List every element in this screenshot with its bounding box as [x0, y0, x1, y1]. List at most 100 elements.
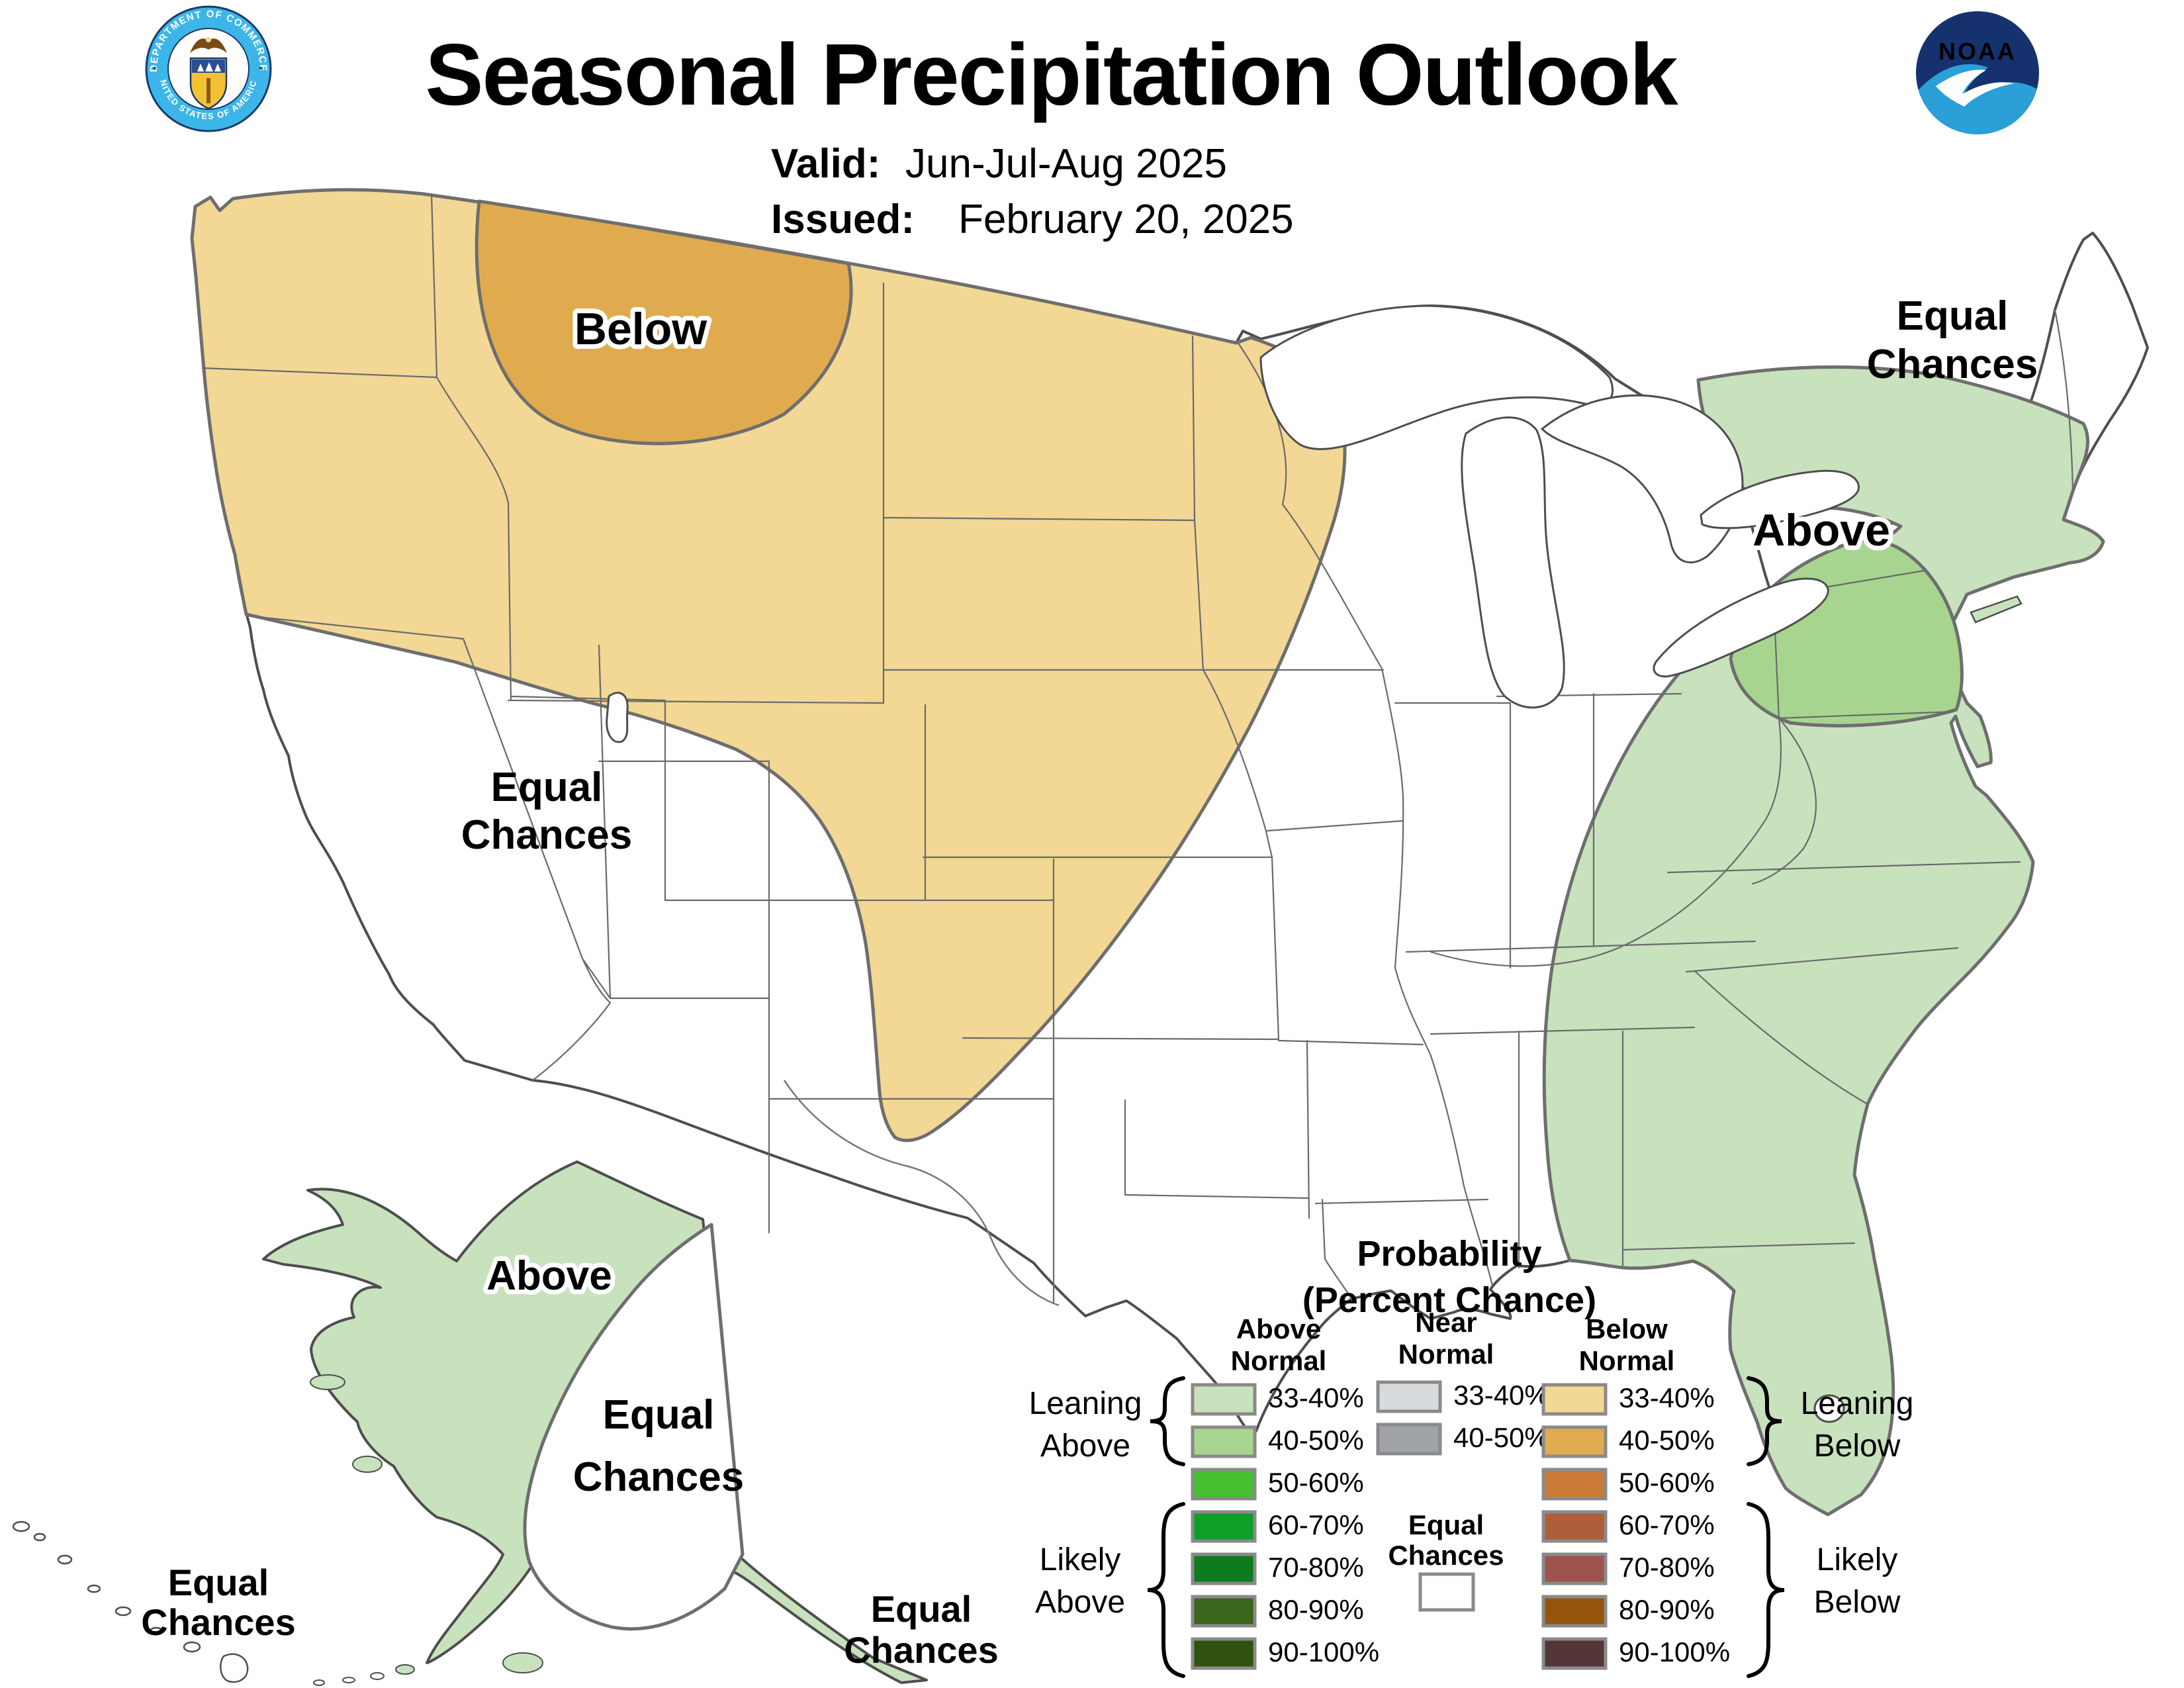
commerce-seal-icon: DEPARTMENT OF COMMERCE UNITED STATES OF …: [0, 0, 272, 132]
legend-above-column: [1191, 1383, 1257, 1670]
legend-swatch-above-80-90: [1191, 1595, 1257, 1628]
legend-swatch-below-33-40: [1541, 1383, 1608, 1416]
seal-ship-sails: [197, 62, 221, 71]
legend-swatch-near-33-40: [1376, 1380, 1442, 1413]
noaa-text: NOAA: [1938, 38, 2017, 65]
pct-below-3: 60-70%: [1619, 1509, 1715, 1540]
legend-col-above-line1: Above: [1236, 1313, 1321, 1344]
legend-leaning-above-line1: Leaning: [1029, 1386, 1142, 1421]
legend-col-below-line2: Normal: [1579, 1345, 1675, 1376]
region-below-33-40: [190, 188, 1347, 1143]
legend-swatch-below-50-60: [1541, 1468, 1608, 1501]
legend-ec-line1: Equal: [1408, 1509, 1484, 1540]
valid-value: Jun-Jul-Aug 2025: [905, 141, 1227, 187]
nunivak-island: [352, 1456, 383, 1473]
pct-below-2: 50-60%: [1619, 1467, 1715, 1498]
pct-above-5: 80-90%: [1268, 1594, 1364, 1625]
page-title: Seasonal Precipitation Outlook: [425, 26, 1678, 123]
aleutian-islands: [313, 1664, 415, 1686]
legend-swatch-below-40-50: [1541, 1425, 1608, 1458]
legend-swatch-below-80-90: [1541, 1595, 1608, 1628]
legend-title: Probability: [1357, 1234, 1541, 1274]
pct-above-3: 60-70%: [1268, 1509, 1364, 1540]
noaa-logo-icon: NOAA: [1916, 11, 2039, 134]
seal-eagle-head: [206, 37, 211, 42]
legend-swatch-near-40-50: [1376, 1423, 1442, 1456]
pct-below-5: 80-90%: [1619, 1594, 1715, 1625]
legend-above-pcts: 33-40% 40-50% 50-60% 60-70% 70-80% 80-90…: [1268, 1382, 1379, 1667]
label-below: Below: [574, 304, 707, 354]
legend-below-column: [1541, 1383, 1608, 1670]
legend-swatch-above-60-70: [1191, 1510, 1257, 1543]
brace-leaning-above: [1150, 1376, 1185, 1466]
pct-above-6: 90-100%: [1268, 1636, 1379, 1667]
region-below-40-50: [475, 199, 853, 445]
label-alaska-se-ec-line2: Chances: [844, 1629, 998, 1671]
map-labels: Below Equal Chances Above Equal Chances …: [141, 293, 2038, 1671]
label-ec-northeast-line1: Equal: [1897, 293, 2009, 339]
legend-col-above-line2: Normal: [1231, 1345, 1327, 1376]
legend-swatch-above-33-40: [1191, 1383, 1257, 1416]
conus-map: [190, 188, 2149, 1517]
st-lawrence-island: [310, 1374, 345, 1390]
legend-swatch-below-90-100: [1541, 1637, 1608, 1670]
label-alaska-se-ec-line1: Equal: [871, 1588, 972, 1630]
legend-likely-below-line1: Likely: [1817, 1542, 1898, 1577]
label-alaska-ec-line1: Equal: [603, 1392, 715, 1438]
legend-swatch-below-60-70: [1541, 1510, 1608, 1543]
pct-below-6: 90-100%: [1619, 1636, 1730, 1667]
noaa-gull-icon: [1936, 70, 2014, 107]
legend-likely-below-line2: Below: [1814, 1585, 1901, 1620]
long-island: [1970, 595, 2023, 624]
legend-col-near-line2: Normal: [1398, 1338, 1494, 1370]
lake-ontario: [1700, 469, 1860, 530]
legend-col-below-line1: Below: [1586, 1313, 1668, 1344]
legend-subtitle: (Percent Chance): [1302, 1280, 1596, 1320]
pct-near-0: 33-40%: [1453, 1380, 1549, 1411]
alaska-map: [262, 1080, 1060, 1686]
seal-star-left-icon: *: [153, 64, 157, 75]
canada-coast: [783, 1080, 1060, 1307]
legend-col-near-line1: Near: [1415, 1307, 1477, 1338]
legend-leaning-below-line1: Leaning: [1801, 1386, 1914, 1421]
lake-okeechobee: [1813, 1394, 1845, 1423]
label-aleutians-ec-line2: Chances: [141, 1601, 295, 1643]
label-alaska-ec-line2: Chances: [573, 1454, 744, 1500]
brace-leaning-below: [1747, 1376, 1782, 1466]
great-lakes: [1259, 305, 1860, 709]
header: Seasonal Precipitation Outlook Valid: Ju…: [425, 26, 1680, 242]
label-alaska-above: Above: [486, 1253, 612, 1299]
label-ec-west-line1: Equal: [491, 765, 603, 810]
label-ec-northeast-line2: Chances: [1867, 342, 2038, 387]
seal-eagle-icon: [190, 38, 227, 53]
great-salt-lake: [606, 692, 629, 743]
legend-swatch-above-70-80: [1191, 1552, 1257, 1585]
legend-likely-above-line2: Above: [1035, 1585, 1125, 1620]
legend-likely-above-line1: Likely: [1040, 1542, 1121, 1577]
label-ec-west-line2: Chances: [461, 812, 632, 858]
hawaii-islands: [12, 1521, 249, 1683]
pct-above-4: 70-80%: [1268, 1552, 1364, 1583]
legend-below-pcts: 33-40% 40-50% 50-60% 60-70% 70-80% 80-90…: [1619, 1382, 1730, 1667]
issued-value: February 20, 2025: [958, 197, 1294, 242]
pct-below-0: 33-40%: [1619, 1382, 1715, 1413]
pct-below-4: 70-80%: [1619, 1552, 1715, 1583]
brace-likely-below: [1747, 1502, 1785, 1678]
pct-above-0: 33-40%: [1268, 1382, 1364, 1413]
legend-leaning-above-line2: Above: [1040, 1429, 1130, 1464]
label-above-northeast: Above: [1752, 505, 1890, 555]
lake-michigan: [1461, 416, 1565, 709]
legend-swatch-above-90-100: [1191, 1637, 1257, 1670]
lake-erie: [1653, 577, 1829, 678]
lake-huron: [1540, 394, 1744, 564]
legend-leaning-below-line2: Below: [1814, 1429, 1901, 1464]
legend-swatch-equal-chances: [1418, 1572, 1475, 1612]
legend-swatch-above-50-60: [1191, 1468, 1257, 1501]
state-borders: [201, 193, 2074, 1304]
pct-near-1: 40-50%: [1453, 1422, 1549, 1453]
legend-near-column: [1376, 1380, 1442, 1456]
pct-below-1: 40-50%: [1619, 1425, 1715, 1456]
pct-above-1: 40-50%: [1268, 1425, 1364, 1456]
legend-swatch-below-70-80: [1541, 1552, 1608, 1585]
